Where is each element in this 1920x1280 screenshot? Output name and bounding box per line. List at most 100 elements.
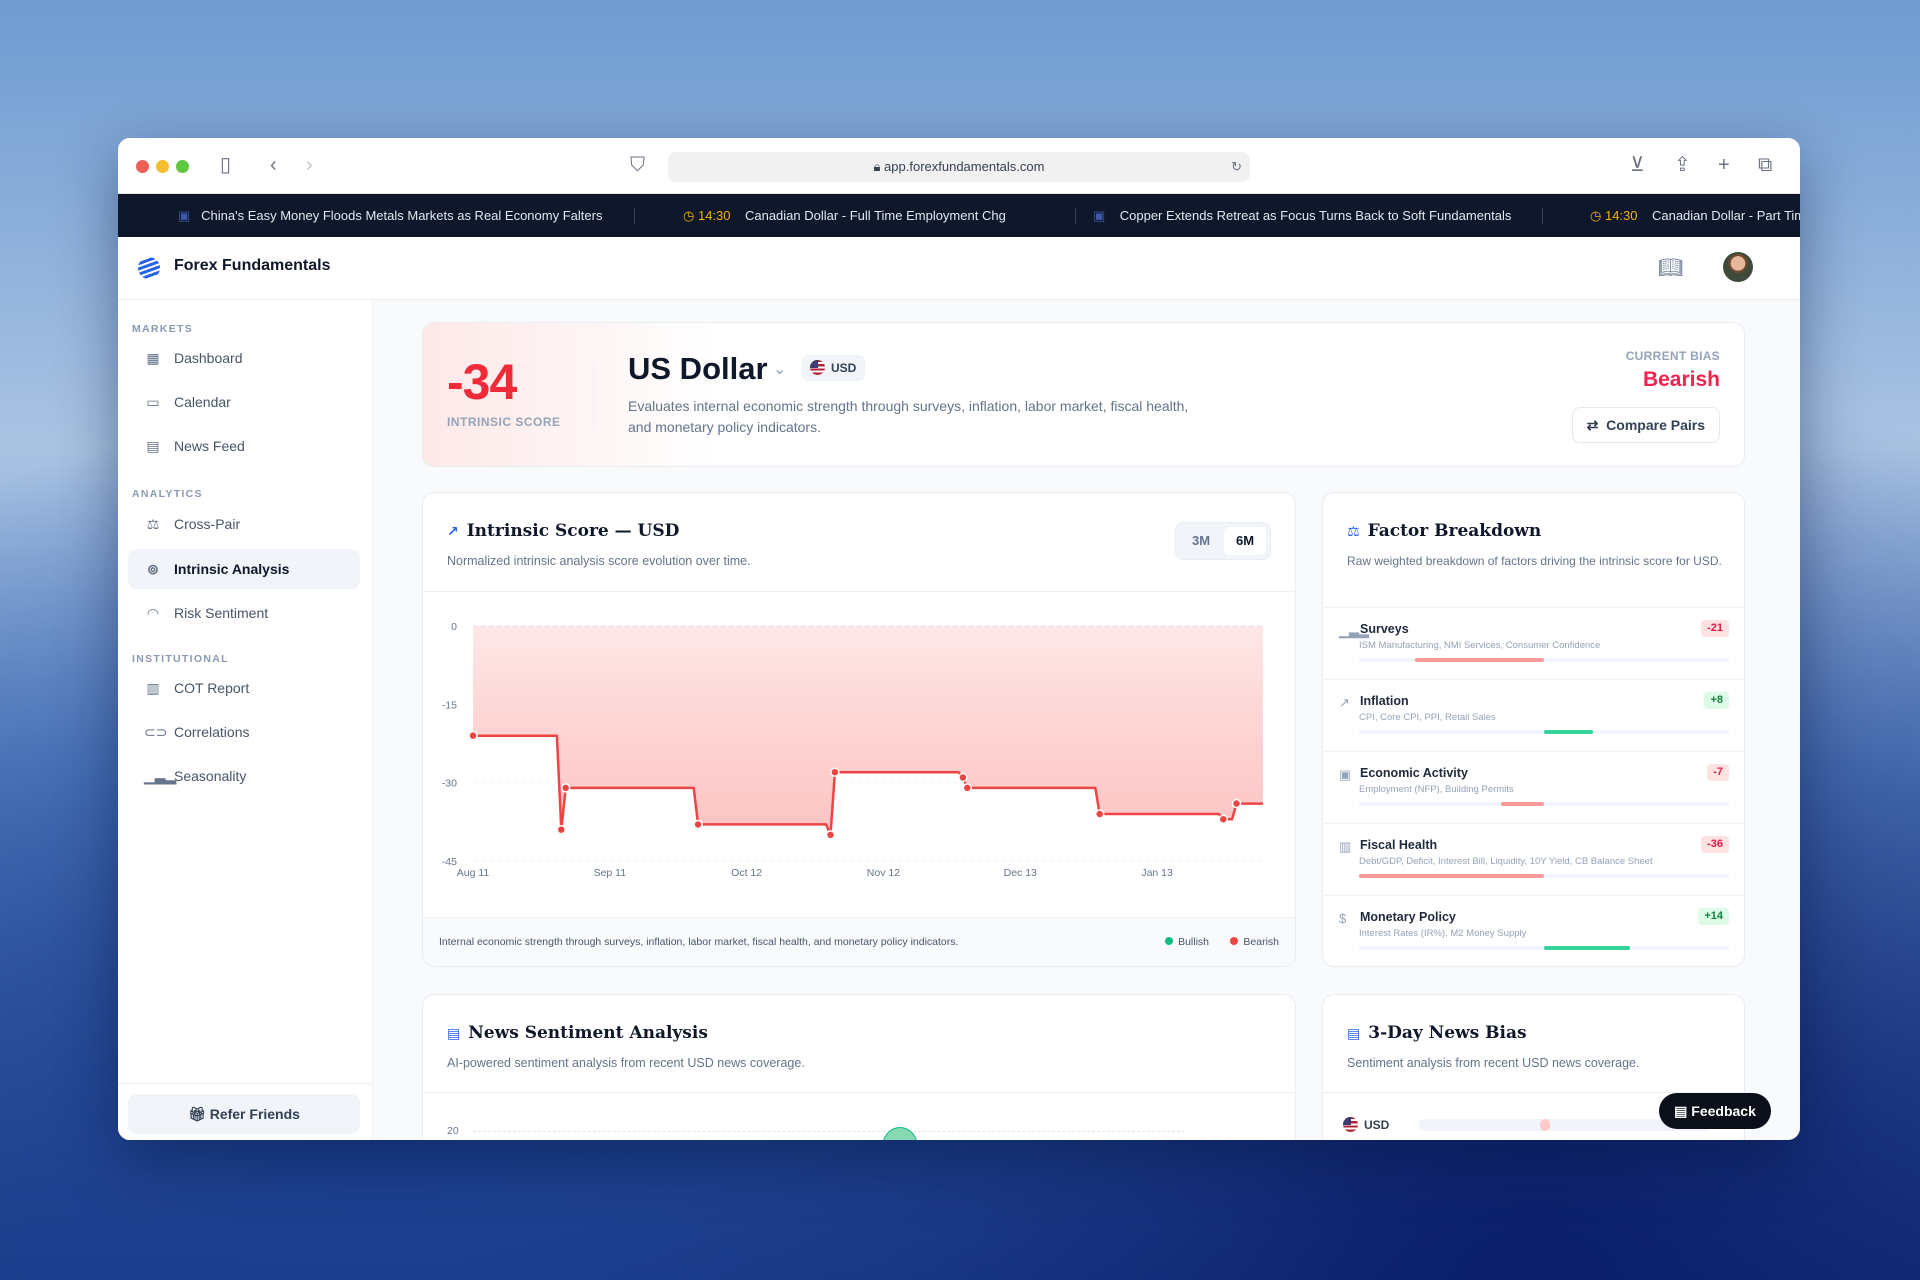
download-icon[interactable]: ⊻	[1630, 154, 1645, 176]
data-point	[556, 824, 567, 835]
intrinsic-score-value: -34	[447, 354, 517, 410]
factor-bar-track	[1359, 946, 1729, 950]
share-icon[interactable]: ⇪	[1674, 154, 1691, 176]
factor-name: Monetary Policy	[1360, 910, 1456, 924]
refer-friends-button[interactable]: 🎁︎ Refer Friends	[128, 1094, 360, 1134]
address-bar[interactable]: 🔒︎ app.forexfundamentals.com ↻	[668, 152, 1250, 182]
sidebar-item-label: Calendar	[174, 394, 231, 410]
ticker-item[interactable]: ◷ 14:30 Canadian Dollar - Full Time Empl…	[683, 194, 1006, 237]
close-window-button[interactable]	[136, 160, 149, 173]
data-point	[468, 730, 478, 741]
newspaper-icon: ▤	[1347, 1026, 1361, 1042]
feedback-button[interactable]: ▤ Feedback	[1659, 1093, 1771, 1129]
factor-breakdown-card: ⚖︎ Factor Breakdown Raw weighted breakdow…	[1322, 492, 1745, 967]
factor-components: Employment (NFP), Building Permits	[1359, 784, 1514, 795]
bias-currency: USD	[1364, 1118, 1390, 1132]
x-tick-label: Jan 13	[1141, 867, 1173, 879]
y-tick-label: -30	[442, 778, 457, 790]
link-icon: ⊂⊃	[144, 724, 168, 740]
ticker-item[interactable]: ◷ 14:30 Canadian Dollar - Part Time Empl…	[1590, 194, 1800, 237]
brand-logo[interactable]	[138, 257, 160, 279]
briefcase-icon: ▣	[1339, 767, 1352, 782]
sentiment-peak	[882, 1127, 918, 1140]
chart-subtitle: Normalized intrinsic analysis score evol…	[447, 554, 751, 568]
factor-score-badge: +8	[1704, 692, 1729, 709]
divider	[1075, 208, 1076, 224]
data-point	[1231, 798, 1242, 809]
currency-name[interactable]: US Dollar	[628, 351, 768, 386]
section-label: ANALYTICS	[132, 488, 203, 500]
y-tick-label: -45	[442, 856, 457, 868]
minimize-window-button[interactable]	[156, 160, 169, 173]
range-6m-button[interactable]: 6M	[1224, 527, 1266, 555]
back-icon[interactable]: ‹	[270, 154, 277, 176]
factor-bar-fill	[1544, 730, 1594, 734]
y-tick-label: 20	[447, 1125, 459, 1137]
ticker-text: Copper Extends Retreat as Focus Turns Ba…	[1119, 208, 1512, 223]
us-flag-icon	[1343, 1117, 1358, 1132]
shield-icon[interactable]: ⛉	[630, 154, 645, 176]
sidebar-item-dashboard[interactable]: ▦ Dashboard	[128, 338, 360, 378]
x-tick-label: Dec 13	[1004, 867, 1037, 879]
factor-components: Debt/GDP, Deficit, Interest Bill, Liquid…	[1359, 856, 1653, 867]
legend-label: Bullish	[1178, 936, 1209, 948]
news-icon: ▣	[178, 208, 191, 223]
factor-subtitle: Raw weighted breakdown of factors drivin…	[1347, 554, 1722, 568]
clock-icon: ◷	[683, 208, 698, 223]
sidebar-item-risk-sentiment[interactable]: ◠ Risk Sentiment	[128, 593, 360, 633]
maximize-window-button[interactable]	[176, 160, 189, 173]
scale-icon: ⚖︎	[1347, 524, 1360, 540]
newspaper-icon: ▤	[447, 1026, 461, 1042]
feedback-label: Feedback	[1691, 1103, 1756, 1119]
range-toggle: 3M 6M	[1175, 522, 1271, 560]
factor-name: Fiscal Health	[1360, 838, 1438, 852]
compare-pairs-label: Compare Pairs	[1606, 417, 1705, 433]
avatar[interactable]	[1723, 252, 1753, 282]
sidebar-item-intrinsic-analysis[interactable]: ⊚ Intrinsic Analysis	[128, 549, 360, 589]
gridline	[473, 1131, 1185, 1132]
sidebar-toggle-icon[interactable]: ▯	[220, 154, 232, 176]
legend-label: Bearish	[1243, 936, 1279, 948]
sidebar-item-cot-report[interactable]: ▥ COT Report	[128, 668, 360, 708]
range-3m-button[interactable]: 3M	[1191, 533, 1211, 548]
gauge-icon: ◠	[146, 605, 160, 621]
trending-up-icon: ↗	[447, 524, 459, 540]
bias3-title: ▤ 3-Day News Bias	[1347, 1023, 1527, 1043]
chevron-down-icon[interactable]: ⌄	[773, 361, 787, 378]
sidebar-item-calendar[interactable]: ▭ Calendar	[128, 382, 360, 422]
intrinsic-score-label: INTRINSIC SCORE	[447, 415, 561, 429]
forward-icon[interactable]: ›	[306, 154, 313, 176]
news-ticker: ▣ China's Easy Money Floods Metals Marke…	[118, 194, 1800, 237]
factor-bar-fill	[1414, 658, 1544, 662]
sidebar-item-seasonality[interactable]: ▁▃▂ Seasonality	[128, 756, 360, 796]
brand-name[interactable]: Forex Fundamentals	[174, 257, 331, 274]
sidebar-item-cross-pair[interactable]: ⚖︎ Cross-Pair	[128, 504, 360, 544]
current-bias-label: CURRENT BIAS	[1625, 349, 1720, 363]
intrinsic-score-summary: -34 INTRINSIC SCORE US Dollar ⌄ USD Eval…	[422, 322, 1745, 467]
sidebar-item-news-feed[interactable]: ▤ News Feed	[128, 426, 360, 466]
y-tick-label: -15	[442, 699, 457, 711]
data-point	[830, 767, 840, 777]
ticker-item[interactable]: ▣ China's Easy Money Floods Metals Marke…	[178, 194, 602, 237]
sidebar-item-correlations[interactable]: ⊂⊃ Correlations	[128, 712, 360, 752]
reload-icon[interactable]: ↻	[1231, 159, 1242, 174]
scale-icon: ⚖︎	[146, 516, 160, 532]
ticker-time: 14:30	[1604, 208, 1638, 223]
grid-icon: ▦	[146, 350, 160, 366]
factor-row-monetary-policy: $ Monetary Policy Interest Rates (IR%), …	[1323, 895, 1744, 966]
ticker-item[interactable]: ▣ Copper Extends Retreat as Focus Turns …	[1093, 194, 1511, 237]
divider	[1323, 1092, 1744, 1093]
compare-pairs-button[interactable]: ⇄ Compare Pairs	[1571, 407, 1720, 443]
book-icon[interactable]: 📖︎	[1658, 257, 1684, 279]
section-label: INSTITUTIONAL	[132, 653, 229, 665]
ticker-text: Canadian Dollar - Part Time Employment C…	[1651, 208, 1800, 223]
tabs-overview-icon[interactable]: ⧉	[1758, 154, 1773, 176]
factor-bar-track	[1359, 730, 1729, 734]
factor-title-text: Factor Breakdown	[1367, 521, 1542, 541]
data-point	[958, 772, 968, 783]
new-tab-icon[interactable]: +	[1718, 154, 1730, 176]
bias-bar	[1419, 1119, 1709, 1131]
section-label: MARKETS	[132, 323, 194, 335]
divider	[118, 1083, 372, 1084]
